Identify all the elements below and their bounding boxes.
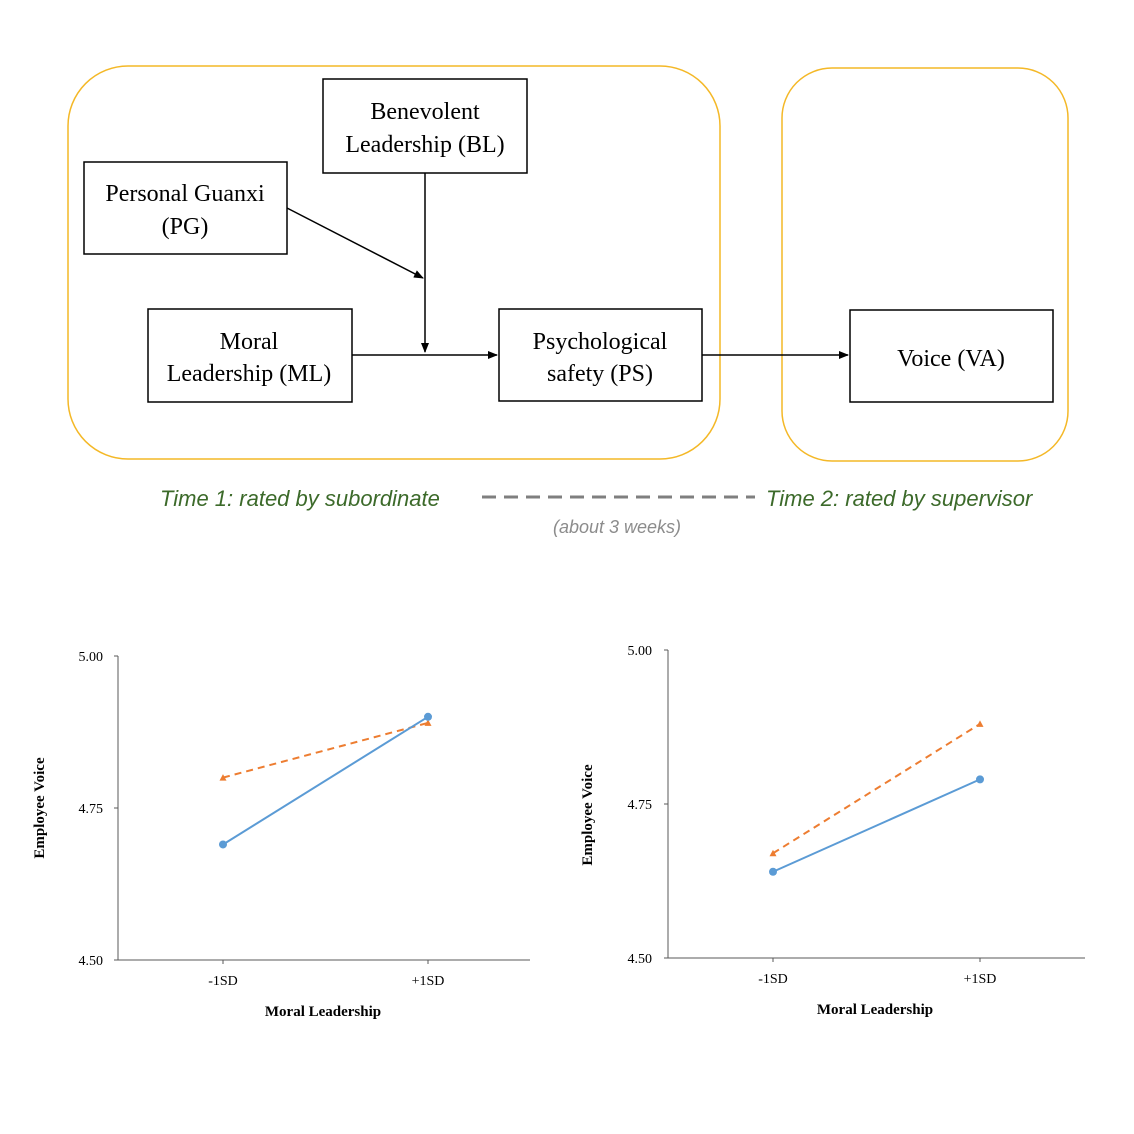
interaction-plot-left: 4.50 4.75 5.00 -1SD +1SD Moral Leadership Em… [32,650,530,1020]
timeline-time1-label: Time 1: rated by subordinate [160,486,440,511]
x-tick-label: +1SD [964,972,997,987]
x-axis-title: Moral Leadership [265,1004,381,1020]
box-ps-line1: Psychological [533,329,668,355]
pg-moderator-arrow [286,207,424,279]
time2-frame [781,67,1069,462]
series-line-solid [222,715,429,846]
box-bl-line1: Benevolent [370,99,480,125]
y-tick-label: 4.75 [628,798,653,813]
time1-frame [67,65,721,460]
data-point-triangle [769,849,777,857]
box-benevolent-leadership: Benevolent Leadership (BL) [322,78,528,174]
y-tick-label: 5.00 [628,644,653,659]
data-point-circle [424,712,432,721]
interaction-plot-right: 4.50 4.75 5.00 -1SD +1SD Moral Leadership Em… [580,644,1085,1018]
y-tick-label: 4.75 [79,802,104,817]
data-point-triangle [219,774,227,781]
box-pg-line2: (PG) [162,214,209,240]
box-moral-leadership: Moral Leadership (ML) [147,308,353,403]
box-pg-line1: Personal Guanxi [105,181,265,207]
data-point-circle [976,775,984,784]
series-line-dashed [222,721,429,779]
y-axis-title: Employee Voice [32,757,48,859]
box-voice: Voice (VA) [849,309,1054,403]
series-line-dashed [772,723,981,855]
x-axis-title: Moral Leadership [817,1002,933,1018]
y-tick-label: 4.50 [628,952,653,967]
y-tick-label: 4.50 [79,954,104,969]
y-tick-label: 5.00 [79,650,104,665]
x-tick-label: -1SD [208,974,238,989]
box-psychological-safety: Psychological safety (PS) [498,308,703,402]
timeline-time2-label: Time 2: rated by supervisor [766,486,1034,511]
box-ps-line2: safety (PS) [547,361,653,387]
box-personal-guanxi: Personal Guanxi (PG) [83,161,288,255]
box-ml-line1: Moral [220,329,279,355]
y-axis-title: Employee Voice [580,764,596,866]
data-point-triangle [976,720,984,727]
box-va-line1: Voice (VA) [897,346,1005,372]
data-point-circle [219,840,227,849]
data-point-triangle [424,719,432,726]
data-point-circle [769,867,777,876]
x-tick-label: -1SD [758,972,788,987]
series-line-solid [772,778,981,873]
box-bl-line2: Leadership (BL) [345,132,504,158]
box-ml-line2: Leadership (ML) [167,361,332,387]
timeline-gap-label: (about 3 weeks) [553,517,681,537]
x-tick-label: +1SD [412,974,445,989]
